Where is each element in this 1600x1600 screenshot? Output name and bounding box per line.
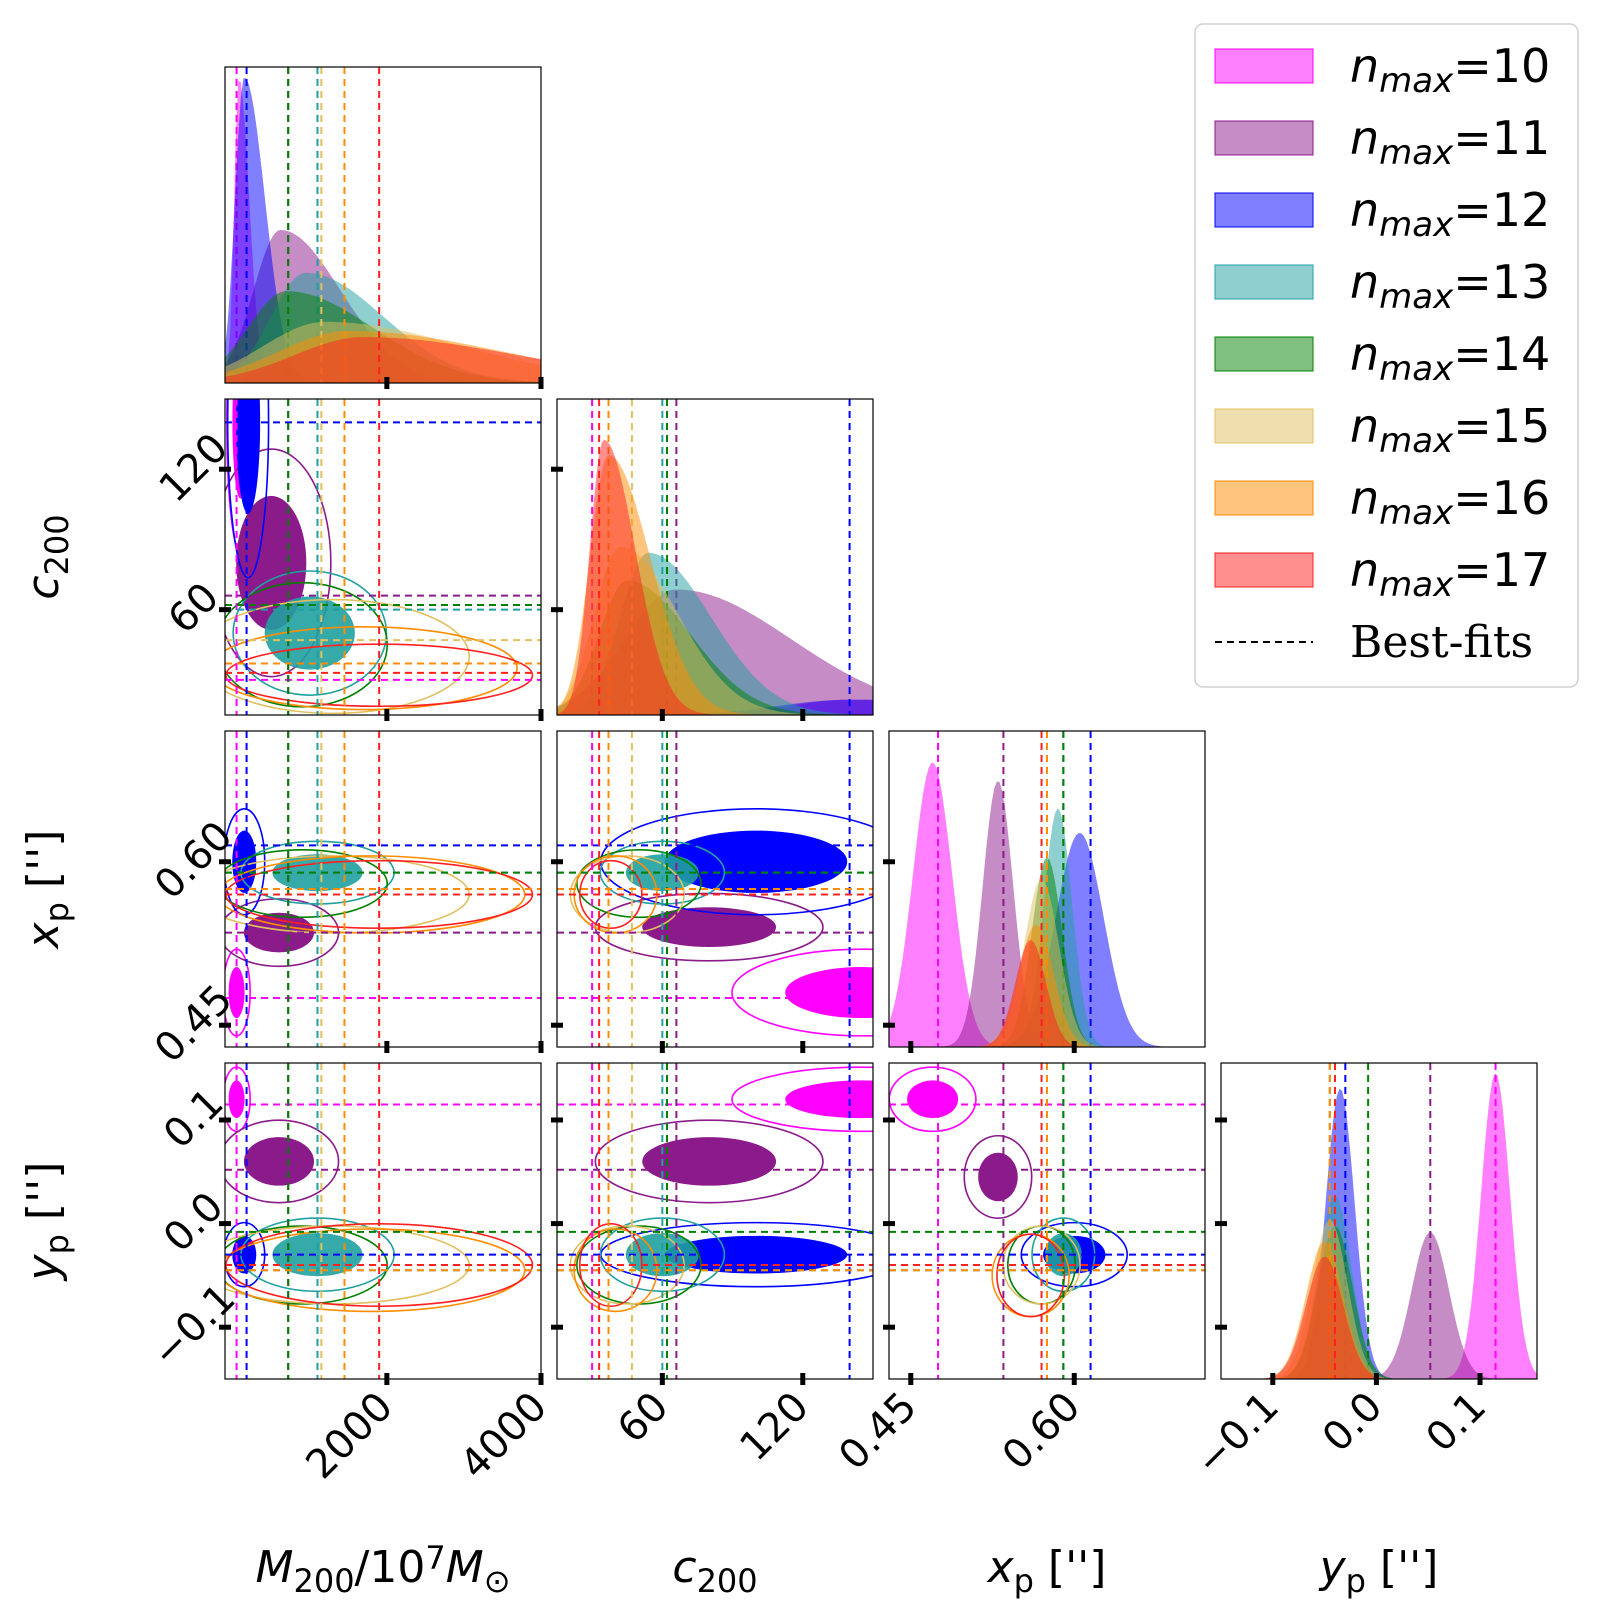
x-tick-label: 0.60 <box>994 1384 1090 1480</box>
joint-core-10 <box>228 967 245 1019</box>
legend-swatch-14 <box>1214 336 1314 372</box>
legend-label-11: nmax=11 <box>1350 111 1550 173</box>
joint-contour-10 <box>731 1066 873 1133</box>
panel-frame <box>224 398 542 716</box>
joint-panel-M200-c200 <box>225 399 541 715</box>
joint-panel-c200-xp <box>557 731 873 1047</box>
marginal-yp-17 <box>1221 1256 1537 1379</box>
joint-contour-11 <box>225 1119 340 1204</box>
legend-label-14: nmax=14 <box>1350 327 1550 389</box>
y-tick-label: 0.0 <box>155 1184 233 1262</box>
joint-core-11 <box>978 1152 1018 1202</box>
marginal-c200-17 <box>557 439 873 715</box>
marginal-panel-c200 <box>557 399 873 715</box>
joint-contour-14 <box>225 849 389 919</box>
panel-frame <box>224 66 542 384</box>
legend-swatch-17 <box>1214 552 1314 588</box>
y-tick-label: 120 <box>151 425 238 512</box>
axis-label-c200: c200 <box>18 514 76 599</box>
y-tick-label: 60 <box>160 574 229 643</box>
legend-label-12: nmax=12 <box>1350 183 1550 245</box>
panel-frame <box>556 398 874 716</box>
legend-label-16: nmax=16 <box>1350 471 1550 533</box>
x-tick-label: 0.1 <box>1418 1384 1496 1462</box>
joint-core-13 <box>272 1233 363 1277</box>
legend-swatch-12 <box>1214 192 1314 228</box>
marginal-yp-11 <box>1221 1232 1537 1379</box>
axis-label-M200: M200/107M⊙ <box>256 1539 511 1599</box>
axis-label-c200: c200 <box>672 1542 757 1600</box>
joint-core-10 <box>785 967 873 1019</box>
axis-label-xp: xp [''] <box>986 1542 1107 1600</box>
panel-frame <box>888 1062 1206 1380</box>
y-tick-label: 0.1 <box>155 1080 233 1158</box>
legend-best-fit-label: Best-fits <box>1350 617 1533 668</box>
marginal-panel-xp <box>889 731 1205 1047</box>
axis-label-xp: xp [''] <box>18 830 76 951</box>
joint-core-13 <box>625 854 699 892</box>
joint-core-10 <box>785 1080 873 1119</box>
legend-swatch-11 <box>1214 120 1314 156</box>
axis-label-yp: yp [''] <box>1318 1542 1439 1600</box>
x-tick-label: 120 <box>731 1384 818 1471</box>
x-tick-label: 0.0 <box>1314 1384 1392 1462</box>
joint-core-10 <box>907 1080 959 1119</box>
legend-swatch-10 <box>1214 48 1314 84</box>
marginal-xp-10 <box>889 762 1205 1047</box>
joint-panel-c200-yp <box>557 1063 873 1379</box>
axis-label-yp: yp [''] <box>18 1162 76 1283</box>
panel-frame <box>1220 1062 1538 1380</box>
legend <box>1194 23 1579 688</box>
joint-contour-10 <box>731 948 873 1037</box>
joint-contour-11 <box>594 1119 824 1204</box>
legend-label-15: nmax=15 <box>1350 399 1550 461</box>
marginal-panel-yp <box>1221 1063 1537 1379</box>
joint-core-12 <box>664 830 848 893</box>
panel-frame <box>556 1062 874 1380</box>
x-tick-label: 60 <box>609 1384 678 1453</box>
joint-contour-15 <box>225 598 470 715</box>
joint-contour-11 <box>963 1134 1033 1219</box>
legend-swatch-13 <box>1214 264 1314 300</box>
legend-swatch-16 <box>1214 480 1314 516</box>
marginal-M200-17 <box>225 337 541 383</box>
joint-panel-M200-yp <box>225 1063 541 1379</box>
legend-label-10: nmax=10 <box>1350 39 1550 101</box>
x-tick-label: 0.45 <box>830 1384 926 1480</box>
panel-frame <box>224 1062 542 1380</box>
panel-frame <box>224 730 542 1048</box>
joint-panel-M200-xp <box>225 731 541 1047</box>
x-tick-label: −0.1 <box>1187 1384 1288 1485</box>
marginal-panel-M200 <box>225 67 541 383</box>
joint-panel-xp-yp <box>889 1063 1205 1379</box>
joint-contour-16 <box>225 1228 526 1313</box>
legend-label-13: nmax=13 <box>1350 255 1550 317</box>
legend-label-17: nmax=17 <box>1350 543 1550 605</box>
x-tick-label: 2000 <box>297 1384 402 1489</box>
joint-contour-17 <box>996 1233 1066 1318</box>
joint-core-11 <box>243 1137 315 1186</box>
marginal-xp-17 <box>889 940 1205 1047</box>
joint-contour-11 <box>225 448 332 678</box>
joint-contour-17 <box>225 859 534 929</box>
legend-swatch-15 <box>1214 408 1314 444</box>
panel-frame <box>556 730 874 1048</box>
marginal-yp-10 <box>1221 1073 1537 1379</box>
joint-contour-16 <box>225 626 518 711</box>
panel-frame <box>888 730 1206 1048</box>
joint-core-13 <box>272 854 363 892</box>
joint-contour-14 <box>576 849 702 919</box>
joint-core-12 <box>236 399 261 514</box>
x-tick-label: 4000 <box>452 1384 557 1489</box>
